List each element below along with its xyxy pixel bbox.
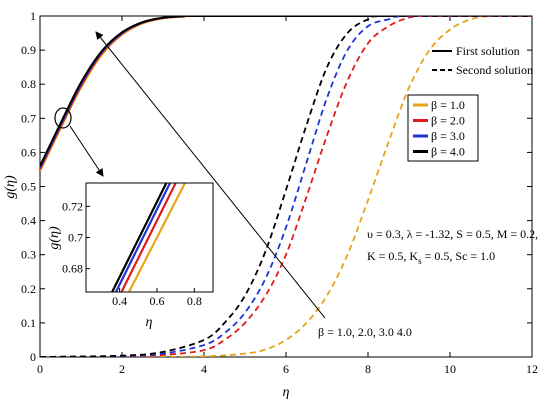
y-tick-label: 0.3	[21, 248, 36, 262]
series-line-first-beta-4	[40, 16, 532, 167]
inset-x-tick-label: 0.4	[112, 294, 127, 308]
legend-label-beta: β = 2.0	[431, 114, 465, 128]
legend-label-beta: β = 1.0	[431, 98, 465, 112]
y-tick-label: 0.7	[21, 111, 36, 125]
inset-line-beta-2	[120, 183, 177, 292]
legend-second-solution: Second solution	[456, 63, 533, 77]
y-tick-label: 0.8	[21, 77, 36, 91]
y-tick-label: 0.5	[21, 180, 36, 194]
y-tick-label: 0.2	[21, 282, 36, 296]
inset-y-tick-label: 0.72	[62, 199, 83, 213]
inset-series-group	[111, 183, 186, 292]
x-tick-label: 6	[283, 362, 289, 376]
beta-arrow	[95, 31, 326, 319]
series-line-second-beta-2	[40, 16, 532, 357]
parameters-line-1: υ = 0.3, λ = -1.32, S = 0.5, M = 0.2,	[367, 227, 538, 241]
parameters-line-2: K = 0.5, Ks = 0.5, Sc = 1.0	[367, 249, 495, 266]
inset-line-beta-3	[114, 183, 172, 292]
x-axis-label: η	[283, 385, 290, 400]
inset-y-tick-label: 0.7	[68, 231, 83, 245]
x-tick-label: 12	[526, 362, 538, 376]
y-tick-label: 0.1	[21, 316, 36, 330]
inset-y-tick-label: 0.68	[62, 262, 83, 276]
legend-styles: First solution Second solution	[432, 44, 533, 77]
inset-line-beta-4	[111, 183, 168, 292]
y-tick-label: 1	[30, 9, 36, 23]
inset-x-tick-label: 0.8	[187, 294, 202, 308]
zoom-circle	[54, 107, 72, 129]
y-tick-label: 0	[30, 350, 36, 364]
legend-first-solution: First solution	[456, 44, 520, 58]
series-line-second-beta-4	[40, 16, 532, 357]
inset-axis-ticks: 0.4 0.6 0.8 0.68 0.7 0.72	[62, 199, 202, 308]
main-series-group	[40, 16, 532, 357]
y-tick-label: 0.9	[21, 43, 36, 57]
inset-x-tick-label: 0.6	[149, 294, 164, 308]
inset-y-axis-label: g(η)	[47, 226, 62, 250]
x-tick-label: 10	[444, 362, 456, 376]
y-axis-label: g(η)	[3, 175, 18, 199]
x-tick-label: 8	[365, 362, 371, 376]
legend-label-beta: β = 3.0	[431, 129, 465, 143]
x-tick-label: 0	[37, 362, 43, 376]
zoom-arrow	[69, 125, 104, 177]
legend-label-beta: β = 4.0	[431, 145, 465, 159]
y-tick-label: 0.6	[21, 145, 36, 159]
inset-x-axis-label: η	[146, 315, 153, 330]
x-tick-label: 2	[119, 362, 125, 376]
series-line-second-beta-3	[40, 16, 532, 357]
legend-params: β = 1.0 β = 2.0β = 3.0 β = 4.0	[407, 94, 479, 162]
y-tick-label: 0.4	[21, 214, 36, 228]
series-line-second-beta-1	[40, 16, 532, 357]
inset-line-beta-1	[127, 183, 186, 292]
x-tick-label: 4	[201, 362, 207, 376]
beta-arrow-label: β = 1.0, 2.0, 3.0 4.0	[318, 325, 412, 339]
